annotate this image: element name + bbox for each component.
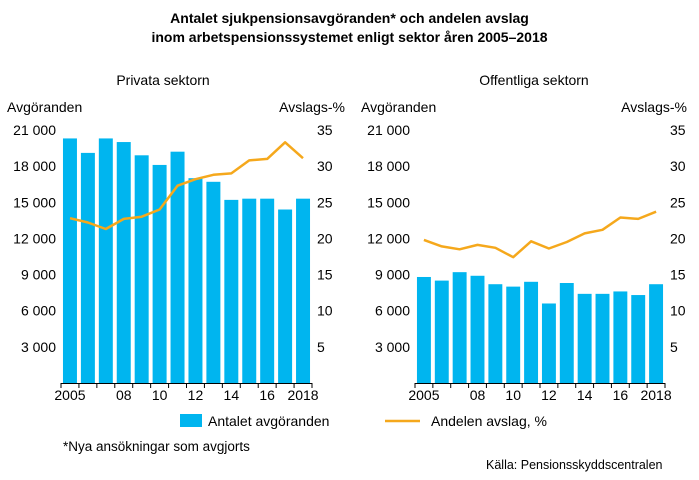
public-bar (452, 272, 467, 383)
private-left-tick-label: 18 000 (13, 158, 56, 174)
private-bar (170, 151, 185, 383)
public-right-tick-label: 35 (670, 122, 686, 138)
legend-bar-label: Antalet avgöranden (208, 413, 329, 429)
chart-title-line1: Antalet sjukpensionsavgöranden* och ande… (170, 10, 529, 26)
public-x-tick-label: 14 (577, 387, 593, 403)
private-bar (242, 198, 257, 383)
private-bar (80, 152, 95, 383)
public-bar (631, 295, 646, 383)
public-bar (506, 286, 521, 383)
public-left-tick-label: 12 000 (367, 230, 410, 246)
chart-title-line2: inom arbetspensionssystemet enligt sekto… (151, 29, 548, 45)
public-bar (541, 303, 556, 383)
public-left-axis-title: Avgöranden (361, 99, 436, 115)
public-rejection-line (423, 210, 657, 259)
private-right-tick-label: 5 (317, 339, 325, 355)
private-x-tick-label: 12 (188, 387, 204, 403)
public-bar (488, 284, 503, 383)
private-left-tick-label: 6 000 (21, 303, 56, 319)
private-left-tick-label: 15 000 (13, 194, 56, 210)
private-left-tick-label: 21 000 (13, 122, 56, 138)
private-bar (188, 178, 203, 383)
private-bar (116, 142, 131, 383)
public-right-tick-label: 30 (670, 158, 686, 174)
public-right-tick-label: 10 (670, 303, 686, 319)
private-x-tick-label: 14 (224, 387, 240, 403)
private-right-tick-label: 10 (317, 303, 333, 319)
public-left-tick-label: 15 000 (367, 194, 410, 210)
public-bar (595, 293, 610, 383)
private-bar (296, 198, 311, 383)
legend-line-label: Andelen avslag, % (431, 413, 547, 429)
private-bar (98, 138, 113, 383)
private-rejection-line (69, 141, 304, 231)
public-bar (470, 275, 485, 383)
public-right-tick-label: 20 (670, 230, 686, 246)
public-x-tick-label: 08 (470, 387, 486, 403)
private-bar (224, 199, 239, 383)
public-bar (577, 293, 592, 383)
source-note: Källa: Pensionsskyddscentralen (486, 458, 663, 472)
public-left-tick-label: 3 000 (375, 339, 410, 355)
public-x-tick-label: 10 (505, 387, 521, 403)
public-left-tick-label: 21 000 (367, 122, 410, 138)
public-right-tick-label: 25 (670, 194, 686, 210)
private-x-tick-label: 16 (259, 387, 275, 403)
private-left-tick-label: 9 000 (21, 267, 56, 283)
public-bar (416, 276, 431, 383)
private-x-tick-label: 2018 (287, 387, 318, 403)
legend-bar-swatch (180, 414, 202, 427)
public-bar (524, 281, 539, 383)
private-right-tick-label: 20 (317, 230, 333, 246)
public-x-tick-label: 2018 (640, 387, 671, 403)
public-bar (613, 291, 628, 383)
private-bar (62, 138, 77, 383)
public-panel-title: Offentliga sektorn (479, 72, 588, 88)
footnote: *Nya ansökningar som avgjorts (63, 439, 250, 454)
public-x-tick-label: 12 (541, 387, 557, 403)
private-right-tick-label: 25 (317, 194, 333, 210)
private-bar (134, 155, 149, 383)
public-right-axis-title: Avslags-% (621, 99, 687, 115)
private-bar (206, 181, 221, 383)
private-right-tick-label: 15 (317, 267, 333, 283)
public-right-tick-label: 5 (670, 339, 678, 355)
private-bar (278, 209, 293, 383)
private-right-axis-title: Avslags-% (279, 99, 345, 115)
public-x-tick-label: 16 (613, 387, 629, 403)
private-x-tick-label: 2005 (54, 387, 85, 403)
private-left-tick-label: 3 000 (21, 339, 56, 355)
private-x-tick-label: 10 (152, 387, 168, 403)
private-x-tick-label: 08 (116, 387, 132, 403)
public-x-tick-label: 2005 (408, 387, 439, 403)
private-panel-title: Privata sektorn (116, 72, 209, 88)
public-left-tick-label: 18 000 (367, 158, 410, 174)
public-bar (559, 283, 574, 383)
public-left-tick-label: 6 000 (375, 303, 410, 319)
private-bar (152, 164, 167, 383)
public-bar (649, 284, 664, 383)
private-left-axis-title: Avgöranden (7, 99, 82, 115)
public-left-tick-label: 9 000 (375, 267, 410, 283)
public-right-tick-label: 15 (670, 267, 686, 283)
private-right-tick-label: 30 (317, 158, 333, 174)
private-left-tick-label: 12 000 (13, 230, 56, 246)
public-bar (434, 280, 449, 383)
private-right-tick-label: 35 (317, 122, 333, 138)
private-bar (260, 198, 275, 383)
